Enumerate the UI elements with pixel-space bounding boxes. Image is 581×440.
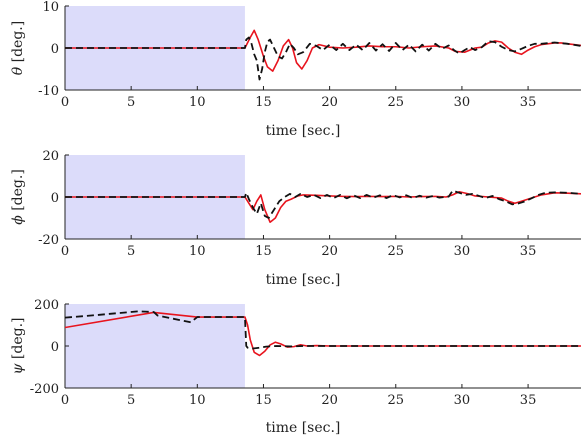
x-tick-label: 0 <box>61 244 69 259</box>
y-tick-label: 0 <box>51 191 59 206</box>
x-tick-label: 30 <box>454 95 471 110</box>
y-tick-label: -200 <box>30 382 59 397</box>
x-tick-label: 25 <box>387 95 404 110</box>
x-tick-label: 20 <box>321 95 338 110</box>
x-tick-label: 0 <box>61 95 69 110</box>
y-tick-label: 20 <box>42 149 59 164</box>
x-tick-label: 10 <box>189 393 206 408</box>
y-axis-symbol: ϕ <box>10 215 26 225</box>
x-tick-label: 25 <box>387 244 404 259</box>
y-axis-symbol: θ <box>10 66 26 75</box>
series-solid-line <box>65 29 581 72</box>
x-tick-label: 30 <box>454 244 471 259</box>
x-tick-label: 5 <box>127 393 135 408</box>
series-dashed-line <box>65 36 581 81</box>
y-axis-label: ϕ [deg.] <box>10 169 26 225</box>
x-tick-label: 35 <box>520 244 537 259</box>
x-tick-label: 15 <box>255 393 272 408</box>
x-tick-label: 5 <box>127 95 135 110</box>
y-axis-unit: [deg.] <box>10 317 26 363</box>
y-axis-unit: [deg.] <box>10 169 26 215</box>
y-axis-unit: [deg.] <box>10 21 26 67</box>
x-tick-label: 15 <box>255 244 272 259</box>
y-tick-label: 200 <box>34 298 59 313</box>
series-group <box>65 189 581 223</box>
series-dashed-line <box>65 310 581 350</box>
series-dashed-line <box>65 189 581 219</box>
y-tick-label: 10 <box>42 0 59 15</box>
y-tick-label: -20 <box>38 233 59 248</box>
y-axis-symbol: ψ <box>10 363 26 375</box>
x-tick-label: 35 <box>520 393 537 408</box>
y-axis-label: ψ [deg.] <box>10 317 26 374</box>
x-tick-label: 10 <box>189 244 206 259</box>
y-axis-label: θ [deg.] <box>10 21 26 75</box>
x-tick-label: 25 <box>387 393 404 408</box>
x-tick-label: 35 <box>520 95 537 110</box>
x-tick-label: 10 <box>189 95 206 110</box>
y-tick-label: 0 <box>51 340 59 355</box>
x-tick-label: 30 <box>454 393 471 408</box>
series-group <box>65 310 581 357</box>
y-tick-label: -10 <box>38 84 59 99</box>
x-axis-label: time [sec.] <box>266 123 341 139</box>
series-group <box>65 29 581 81</box>
x-tick-label: 5 <box>127 244 135 259</box>
x-tick-label: 15 <box>255 95 272 110</box>
x-axis-label: time [sec.] <box>266 420 341 436</box>
y-tick-label: 0 <box>51 42 59 57</box>
shaded-region <box>65 304 245 388</box>
x-tick-label: 20 <box>321 244 338 259</box>
x-tick-label: 0 <box>61 393 69 408</box>
x-axis-label: time [sec.] <box>266 272 341 288</box>
x-tick-label: 20 <box>321 393 338 408</box>
